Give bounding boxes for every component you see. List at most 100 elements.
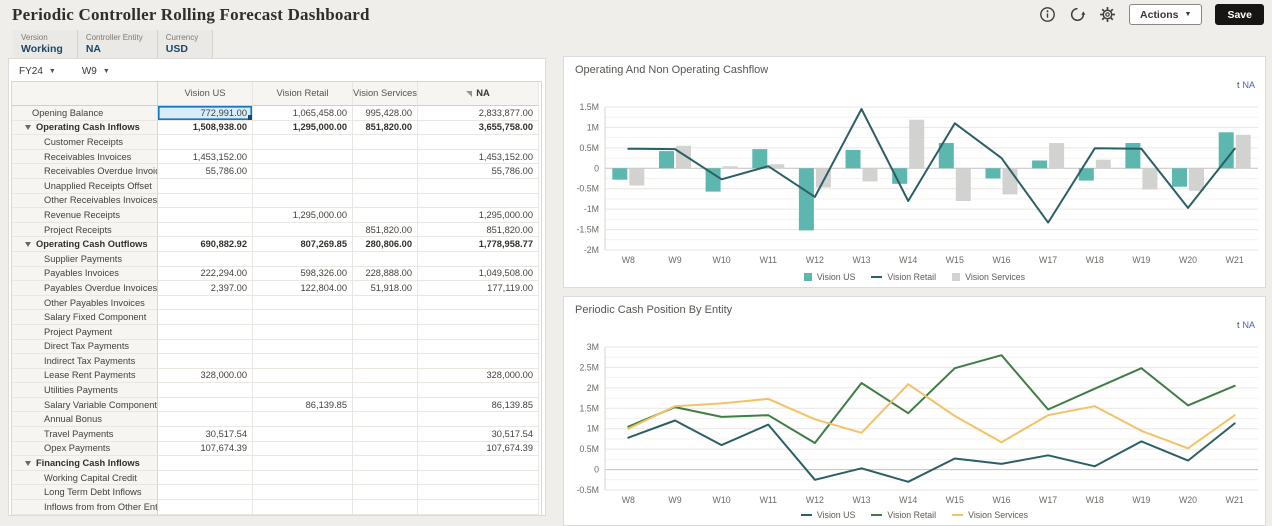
collapse-icon[interactable]	[25, 460, 31, 466]
grid-cell[interactable]	[418, 500, 539, 515]
grid-cell[interactable]	[353, 164, 418, 179]
grid-cell[interactable]	[353, 412, 418, 428]
grid-cell[interactable]	[253, 441, 353, 457]
pov-value[interactable]: Working	[21, 43, 63, 55]
grid-cell[interactable]	[418, 178, 539, 194]
grid-cell[interactable]: 1,453,152.00	[418, 149, 539, 165]
grid-cell[interactable]	[418, 456, 539, 471]
grid-cell[interactable]: 122,804.00	[253, 281, 353, 296]
grid-cell[interactable]: 1,778,958.77	[418, 237, 539, 252]
grid-cell[interactable]: 228,888.00	[353, 266, 418, 282]
legend-item-vision-services[interactable]: Vision Services	[952, 272, 1025, 282]
collapse-icon[interactable]	[25, 241, 31, 247]
grid-cell[interactable]	[253, 470, 353, 486]
grid-cell[interactable]	[418, 295, 539, 311]
column-header-vision-services[interactable]: Vision Services	[353, 82, 418, 106]
grid-cell[interactable]: 3,655,758.00	[418, 120, 539, 136]
pov-value[interactable]: NA	[85, 43, 101, 55]
grid-cell[interactable]	[158, 456, 253, 471]
grid-cell[interactable]	[418, 354, 539, 369]
grid-cell[interactable]	[353, 383, 418, 398]
grid-cell[interactable]	[353, 193, 418, 209]
grid-cell[interactable]	[158, 193, 253, 209]
grid-cell[interactable]: 55,786.00	[418, 164, 539, 179]
grid-cell[interactable]	[158, 397, 253, 413]
grid-cell[interactable]	[418, 339, 539, 355]
row-label-operating-cash-outflows[interactable]: Operating Cash Outflows	[12, 237, 158, 252]
grid-cell[interactable]	[158, 135, 253, 150]
grid-cell[interactable]	[353, 324, 418, 340]
grid-cell[interactable]	[253, 456, 353, 471]
grid-cell[interactable]	[353, 354, 418, 369]
grid-cell[interactable]	[353, 427, 418, 442]
grid-cell[interactable]	[158, 251, 253, 267]
grid-cell[interactable]: 51,918.00	[353, 281, 418, 296]
column-header-na[interactable]: NA	[418, 82, 539, 106]
grid-cell[interactable]	[353, 295, 418, 311]
grid-cell[interactable]	[253, 310, 353, 325]
pov-field-version[interactable]: Version Working	[13, 30, 78, 59]
grid-cell[interactable]: 851,820.00	[353, 222, 418, 238]
row-label-operating-cash-inflows[interactable]: Operating Cash Inflows	[12, 120, 158, 136]
grid-cell[interactable]	[158, 178, 253, 194]
settings-gear-icon[interactable]	[1099, 6, 1116, 23]
legend-item-vision-retail[interactable]: Vision Retail	[871, 272, 936, 282]
grid-cell[interactable]	[253, 295, 353, 311]
column-header-vision-us[interactable]: Vision US	[158, 82, 253, 106]
grid-cell[interactable]	[353, 208, 418, 223]
grid-cell[interactable]: 598,326.00	[253, 266, 353, 282]
grid-cell[interactable]: 107,674.39	[158, 441, 253, 457]
grid-cell[interactable]: 2,397.00	[158, 281, 253, 296]
grid-cell[interactable]	[353, 397, 418, 413]
grid-cell[interactable]	[418, 383, 539, 398]
drill-up-link[interactable]: t NA	[1237, 320, 1255, 330]
collapse-icon[interactable]	[25, 124, 31, 130]
grid-cell[interactable]: 851,820.00	[418, 222, 539, 238]
grid-cell[interactable]	[253, 383, 353, 398]
grid-cell[interactable]: 222,294.00	[158, 266, 253, 282]
grid-cell[interactable]	[353, 441, 418, 457]
grid-cell[interactable]: 690,882.92	[158, 237, 253, 252]
grid-cell[interactable]	[253, 193, 353, 209]
grid-cell[interactable]	[253, 485, 353, 501]
grid-cell[interactable]: 280,806.00	[353, 237, 418, 252]
info-icon[interactable]	[1039, 6, 1056, 23]
grid-cell[interactable]	[158, 295, 253, 311]
grid-cell[interactable]: 1,049,508.00	[418, 266, 539, 282]
grid-cell[interactable]	[253, 354, 353, 369]
column-header-vision-retail[interactable]: Vision Retail	[253, 82, 353, 106]
grid-cell[interactable]	[418, 193, 539, 209]
grid-cell[interactable]: 177,119.00	[418, 281, 539, 296]
grid-cell[interactable]	[158, 412, 253, 428]
grid-cell[interactable]: 86,139.85	[253, 397, 353, 413]
grid-cell[interactable]	[158, 339, 253, 355]
grid-cell[interactable]	[158, 485, 253, 501]
grid-cell[interactable]	[253, 427, 353, 442]
grid-cell[interactable]	[158, 208, 253, 223]
grid-cell[interactable]	[158, 222, 253, 238]
grid-cell[interactable]	[418, 324, 539, 340]
grid-cell[interactable]	[418, 412, 539, 428]
pov-field-currency[interactable]: Currency USD	[158, 30, 214, 59]
save-button[interactable]: Save	[1215, 4, 1264, 25]
pov-value[interactable]: USD	[165, 43, 188, 55]
grid-cell[interactable]	[253, 135, 353, 150]
grid-cell[interactable]	[158, 310, 253, 325]
grid-cell[interactable]: 55,786.00	[158, 164, 253, 179]
grid-cell[interactable]: 807,269.85	[253, 237, 353, 252]
grid-cell[interactable]: 1,295,000.00	[253, 208, 353, 223]
legend-item-vision-retail[interactable]: Vision Retail	[871, 510, 936, 520]
grid-cell[interactable]	[418, 251, 539, 267]
grid-cell[interactable]	[253, 500, 353, 515]
grid-cell[interactable]: 851,820.00	[353, 120, 418, 136]
grid-cell[interactable]	[158, 383, 253, 398]
grid-cell[interactable]	[253, 368, 353, 384]
grid-cell[interactable]	[253, 178, 353, 194]
grid-cell[interactable]	[353, 178, 418, 194]
grid-cell[interactable]: 86,139.85	[418, 397, 539, 413]
legend-item-vision-us[interactable]: Vision US	[800, 510, 855, 520]
grid-cell[interactable]: 1,453,152.00	[158, 149, 253, 165]
grid-cell[interactable]: 1,065,458.00	[253, 106, 353, 121]
grid-cell[interactable]	[253, 339, 353, 355]
grid-cell[interactable]	[353, 485, 418, 501]
